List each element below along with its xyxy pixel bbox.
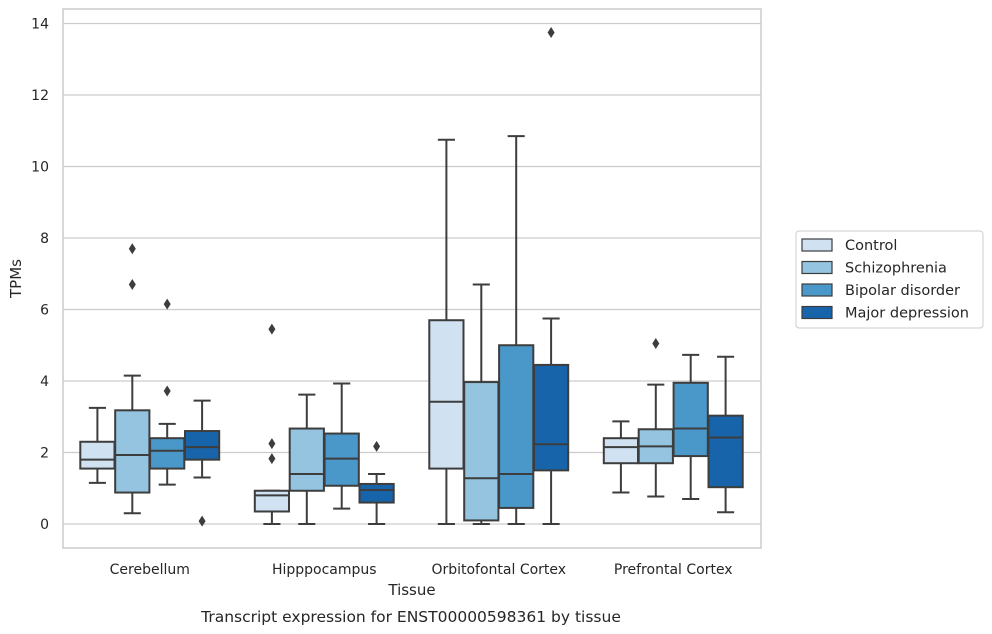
box: [707, 414, 744, 489]
box: [602, 437, 640, 465]
x-tick-label: Hipppocampus: [272, 562, 377, 578]
box: [428, 319, 465, 470]
outlier-point: [128, 278, 136, 290]
box: [463, 381, 500, 522]
y-tick-label: 8: [40, 231, 49, 247]
legend-frame: [795, 230, 984, 329]
box: [114, 409, 151, 494]
box: [288, 427, 325, 492]
legend-label: Control: [845, 238, 897, 254]
box: [532, 363, 570, 472]
x-tick-label: Prefrontal Cortex: [614, 562, 733, 578]
box: [79, 440, 116, 470]
box: [672, 381, 709, 458]
legend-swatch: [801, 238, 833, 252]
box-plot-marks: [79, 26, 744, 527]
y-tick-label: 14: [31, 17, 49, 33]
outlier-point: [268, 453, 276, 465]
outlier-point: [163, 298, 171, 310]
y-tick-label: 4: [40, 374, 49, 390]
legend-swatch: [801, 305, 833, 320]
outlier-point: [373, 440, 381, 452]
outlier-point: [268, 438, 276, 450]
x-axis-ticks: Cerebellum Hipppocampus Orbitofontal Corte…: [110, 562, 733, 578]
legend-label: Schizophrenia: [845, 261, 947, 277]
box: [323, 432, 360, 487]
legend-swatch: [801, 260, 833, 275]
chart-caption: Transcript expression for ENST0000059836…: [200, 608, 621, 626]
box: [149, 437, 186, 470]
y-tick-label: 2: [40, 446, 49, 462]
x-tick-label: Cerebellum: [110, 562, 190, 578]
y-tick-label: 10: [31, 160, 49, 176]
outlier-point: [652, 337, 660, 349]
legend-label: Bipolar disorder: [845, 283, 960, 299]
box: [358, 482, 395, 504]
outlier-point: [198, 515, 206, 527]
legend-label: Major depression: [845, 306, 969, 322]
legend: Control Schizophrenia Bipolar disorder Majo…: [795, 230, 984, 329]
y-tick-label: 6: [40, 303, 49, 319]
y-axis-ticks: 0 2 4 6 8 10 12 14: [31, 17, 49, 534]
y-tick-label: 0: [40, 517, 49, 533]
box: [498, 344, 535, 509]
outlier-point: [128, 243, 136, 255]
outlier-point: [268, 323, 276, 335]
outlier-point: [163, 385, 171, 397]
x-axis-label: Tissue: [387, 581, 435, 599]
plot-frame: [62, 8, 762, 549]
legend-swatch: [801, 283, 833, 297]
outlier-point: [547, 26, 555, 38]
box: [183, 430, 221, 461]
y-tick-label: 12: [31, 88, 49, 104]
box: [253, 489, 291, 513]
y-axis-label: TPMs: [7, 259, 25, 299]
x-tick-label: Orbitofontal Cortex: [431, 562, 566, 578]
